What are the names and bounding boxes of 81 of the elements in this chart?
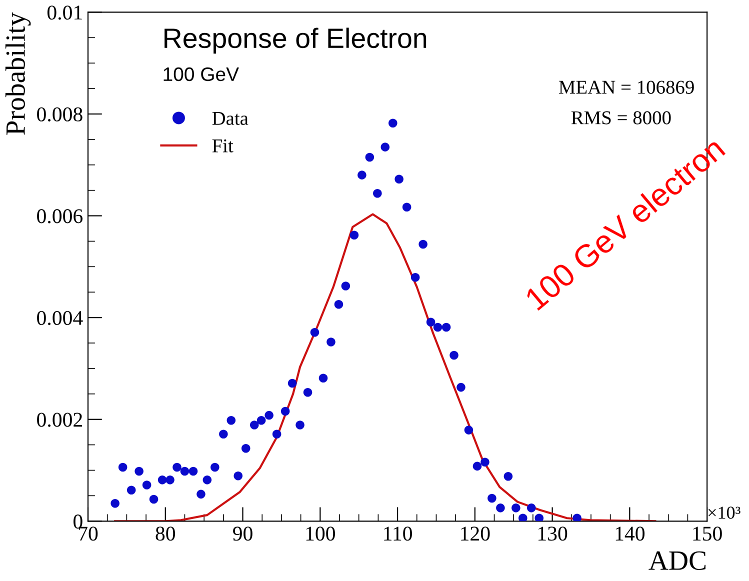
x-tick-label: 100 <box>306 526 335 541</box>
y-tick-label: 0.004 <box>37 310 83 326</box>
x-axis-title: ADC <box>648 551 706 570</box>
point <box>234 471 243 480</box>
point <box>402 202 412 212</box>
x-tick-label: 90 <box>233 526 252 541</box>
point <box>350 230 359 240</box>
text: 100 GeV <box>164 67 239 82</box>
point <box>480 458 490 467</box>
point <box>341 282 350 290</box>
point <box>219 430 228 439</box>
x-tick-label: 150 <box>693 526 722 541</box>
point <box>572 514 582 522</box>
point <box>288 378 297 388</box>
point <box>472 462 482 471</box>
point <box>134 466 144 476</box>
point <box>172 462 182 472</box>
point <box>256 416 266 425</box>
point <box>210 462 220 472</box>
y-tick-label: 0 <box>74 514 82 529</box>
annotation: MEAN = 106869 <box>558 80 694 94</box>
legend-label: Fit <box>212 139 234 152</box>
point <box>318 374 328 383</box>
x-tick-label: 70 <box>78 526 98 541</box>
point <box>264 410 274 420</box>
point <box>334 300 344 309</box>
point <box>518 514 528 522</box>
point <box>196 490 206 499</box>
point <box>365 152 374 162</box>
point <box>433 322 442 332</box>
text: ×10³ <box>708 506 740 519</box>
point <box>326 338 336 346</box>
y-tick-label: 0.01 <box>47 6 82 20</box>
point <box>110 498 120 508</box>
point <box>188 466 198 476</box>
point <box>226 416 236 425</box>
point <box>504 472 513 481</box>
point <box>310 328 320 337</box>
point <box>241 444 250 453</box>
point <box>456 382 466 392</box>
point <box>166 476 174 484</box>
point <box>358 170 366 180</box>
point <box>534 514 544 522</box>
y-tick-label: 0.006 <box>37 209 83 224</box>
point <box>388 118 398 128</box>
point <box>158 476 167 484</box>
point <box>496 504 505 512</box>
text: Response of Electron <box>164 28 426 54</box>
point <box>527 504 536 512</box>
point <box>118 462 128 472</box>
point <box>142 480 152 490</box>
point <box>202 476 212 484</box>
point <box>373 188 382 198</box>
point <box>418 240 428 249</box>
y-tick-label: 0.002 <box>37 412 82 427</box>
y-axis-title: Probability <box>5 12 31 135</box>
point <box>426 318 436 327</box>
point <box>394 174 404 184</box>
point <box>512 504 520 512</box>
point <box>380 142 390 152</box>
annotation: RMS = 8000 <box>571 111 671 124</box>
point <box>303 388 312 397</box>
x-tick-label: 120 <box>461 526 490 541</box>
point <box>180 466 190 476</box>
point <box>149 494 158 504</box>
point <box>410 272 420 282</box>
x-tick-label: 80 <box>156 526 176 541</box>
point <box>296 420 304 430</box>
legend-label: Data <box>212 112 248 125</box>
point <box>464 426 474 434</box>
point <box>442 322 451 332</box>
x-tick-label: 110 <box>384 526 412 541</box>
point <box>450 350 458 360</box>
y-tick-label: 0.008 <box>37 107 82 122</box>
point <box>250 420 259 430</box>
point <box>280 406 290 416</box>
point <box>488 494 496 503</box>
x-tick-label: 140 <box>616 526 645 541</box>
point <box>126 486 136 495</box>
point <box>272 430 282 439</box>
x-tick-label: 130 <box>538 526 568 541</box>
